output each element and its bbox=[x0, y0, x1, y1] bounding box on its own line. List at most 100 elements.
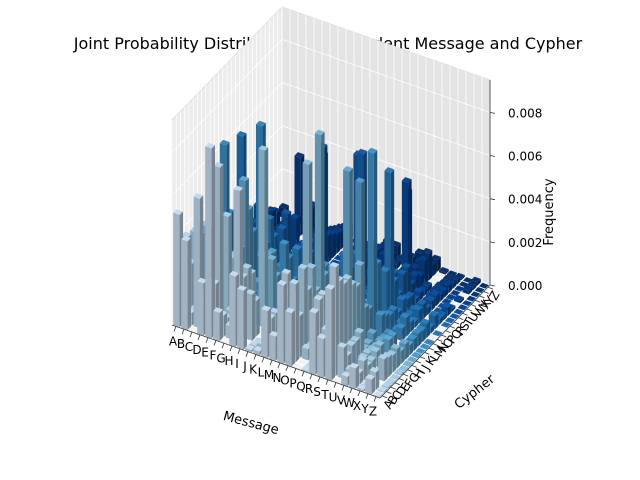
bar-top-face bbox=[374, 340, 385, 346]
bar-front-face bbox=[375, 313, 382, 340]
bar-side-face bbox=[427, 305, 431, 315]
bar-front-face bbox=[385, 381, 393, 385]
bar-top-face bbox=[471, 276, 481, 283]
bar-top-face bbox=[431, 254, 441, 261]
bar-front-face bbox=[424, 342, 431, 346]
z-tick-label: 0.002 bbox=[508, 236, 542, 250]
bar-top-face bbox=[181, 235, 191, 242]
bar-side-face bbox=[273, 256, 277, 320]
x-axis-line bbox=[171, 324, 381, 399]
bar-top-face bbox=[395, 323, 406, 329]
bar-front-face bbox=[245, 347, 252, 353]
bar-front-face bbox=[205, 146, 212, 339]
bar-front-face bbox=[277, 283, 284, 364]
bar-side-face bbox=[438, 332, 443, 337]
bar-top-face bbox=[454, 285, 465, 292]
bar-top-face bbox=[429, 290, 440, 297]
bar-top-face bbox=[241, 263, 252, 269]
bar-top-face bbox=[407, 333, 418, 340]
bar-front-face bbox=[237, 288, 244, 350]
bar-side-face bbox=[413, 358, 417, 363]
x-tick-label: X bbox=[353, 399, 361, 413]
bar bbox=[289, 213, 300, 252]
bar-side-face bbox=[328, 232, 332, 263]
x-tick-label: G bbox=[216, 351, 225, 365]
bar bbox=[213, 307, 223, 342]
bar-front-face bbox=[458, 284, 466, 288]
bar-side-face bbox=[452, 281, 457, 289]
bar-side-face bbox=[383, 388, 388, 393]
bar-top-face bbox=[422, 247, 433, 254]
bar-front-face bbox=[449, 316, 456, 320]
y-tick bbox=[390, 386, 396, 390]
bar-side-face bbox=[402, 325, 406, 342]
x-tick bbox=[245, 351, 249, 357]
bar-front-face bbox=[314, 133, 322, 336]
y-tick bbox=[449, 325, 455, 329]
bar-top-face bbox=[440, 321, 451, 328]
bar-side-face bbox=[473, 284, 477, 291]
bar-front-face bbox=[349, 366, 356, 389]
bar-top-face bbox=[442, 280, 453, 287]
bar-side-face bbox=[418, 330, 422, 347]
bar bbox=[314, 129, 325, 336]
bar-top-face bbox=[325, 284, 335, 290]
bar bbox=[237, 285, 247, 350]
bar-top-face bbox=[297, 263, 308, 270]
x-tick bbox=[181, 329, 185, 335]
bar-top-face bbox=[343, 166, 353, 172]
bar bbox=[325, 284, 335, 381]
bar-top-face bbox=[357, 355, 368, 362]
x-tick bbox=[333, 382, 337, 388]
bar-top-face bbox=[445, 317, 455, 323]
bar-side-face bbox=[472, 298, 477, 302]
bar-front-face bbox=[446, 297, 453, 301]
y-tick bbox=[466, 308, 472, 312]
bar bbox=[457, 304, 468, 311]
y-tick bbox=[470, 304, 477, 307]
bar-side-face bbox=[336, 231, 341, 254]
bar-top-face bbox=[420, 318, 430, 325]
bar-top-face bbox=[385, 378, 396, 384]
bar-front-face bbox=[341, 374, 348, 387]
bar-side-face bbox=[447, 304, 452, 317]
bar-side-face bbox=[409, 342, 414, 356]
bar-side-face bbox=[443, 312, 447, 321]
bar-front-face bbox=[442, 278, 450, 282]
bar-side-face bbox=[408, 179, 412, 291]
bar-front-face bbox=[380, 269, 387, 324]
x-tick bbox=[221, 343, 225, 349]
bar bbox=[419, 343, 430, 350]
bar-side-face bbox=[392, 352, 397, 373]
bar-side-face bbox=[455, 315, 460, 320]
x-tick bbox=[237, 348, 241, 355]
bar-side-face bbox=[476, 293, 481, 298]
bar-front-face bbox=[395, 326, 403, 342]
bar-top-face bbox=[302, 159, 313, 165]
bar-front-face bbox=[445, 320, 452, 324]
bar-side-face bbox=[452, 296, 456, 301]
y-tick bbox=[475, 299, 481, 303]
bar-side-face bbox=[332, 231, 336, 259]
x-tick bbox=[261, 357, 265, 363]
x-tick-label: F bbox=[210, 348, 217, 362]
bar-side-face bbox=[397, 345, 401, 369]
bar-side-face bbox=[428, 282, 432, 292]
bar-front-face bbox=[367, 151, 374, 337]
x-tick-label: Z bbox=[369, 405, 377, 419]
bar bbox=[377, 353, 388, 382]
y-tick bbox=[411, 365, 417, 368]
bar-front-face bbox=[289, 217, 297, 252]
bar-front-face bbox=[457, 307, 465, 311]
bar-side-face bbox=[417, 353, 422, 359]
bar-front-face bbox=[337, 345, 344, 379]
bar-top-face bbox=[367, 328, 377, 334]
bar-top-face bbox=[213, 307, 223, 313]
bar-side-face bbox=[390, 312, 394, 332]
bar-side-face bbox=[375, 369, 380, 391]
bar-top-face bbox=[375, 310, 386, 316]
bar-top-face bbox=[277, 279, 287, 286]
x-tick-label: L bbox=[258, 365, 265, 379]
bar-side-face bbox=[291, 309, 295, 367]
